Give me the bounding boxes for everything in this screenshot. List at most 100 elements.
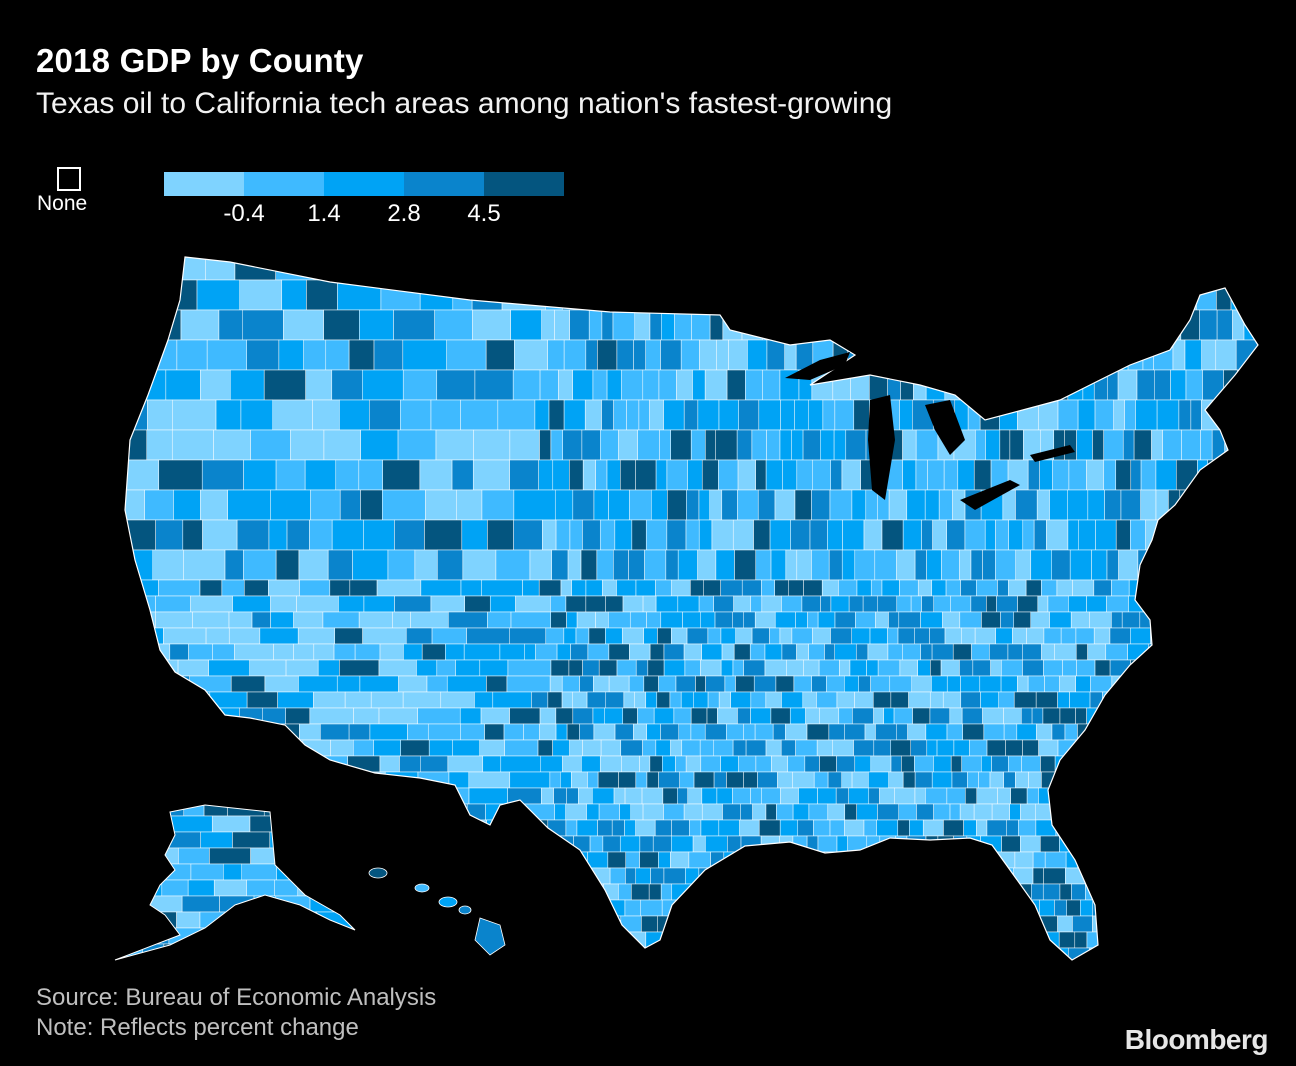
county-cell <box>1220 787 1234 805</box>
county-cell <box>1214 771 1227 789</box>
county-cell <box>806 851 825 869</box>
county-cell <box>895 931 908 949</box>
county-cell <box>601 309 614 341</box>
county-cell <box>770 549 787 581</box>
county-cell <box>1084 867 1101 885</box>
county-cell <box>630 257 649 281</box>
county-cell <box>877 595 898 613</box>
county-cell <box>633 339 646 371</box>
county-cell <box>1256 459 1258 491</box>
county-cell <box>662 755 676 773</box>
county-cell <box>960 899 973 917</box>
county-cell <box>765 257 777 281</box>
county-cell <box>1189 851 1205 869</box>
county-cell <box>639 835 654 853</box>
county-cell <box>1169 595 1180 613</box>
county-cell <box>356 912 386 928</box>
county-cell <box>430 595 465 613</box>
county-cell <box>125 723 139 741</box>
county-cell <box>779 835 794 853</box>
county-cell <box>1144 771 1165 789</box>
county-cell <box>405 627 433 645</box>
county-cell <box>973 803 993 821</box>
county-cell <box>420 755 449 773</box>
county-cell <box>522 579 540 597</box>
county-cell <box>1106 549 1119 581</box>
county-cell <box>860 915 882 933</box>
county-cell <box>539 429 552 461</box>
county-cell <box>997 579 1009 597</box>
alaska-outline <box>114 804 356 961</box>
county-cell <box>937 339 950 371</box>
county-cell <box>902 771 916 789</box>
county-cell <box>400 739 430 757</box>
county-cell <box>736 429 753 461</box>
county-cell <box>478 883 519 901</box>
county-cell <box>325 851 347 869</box>
county-cell <box>700 755 721 773</box>
county-cell <box>1118 723 1133 741</box>
county-cell <box>677 595 700 613</box>
county-cell <box>669 947 690 960</box>
county-cell <box>774 579 789 597</box>
county-cell <box>579 675 594 693</box>
county-cell <box>466 627 510 645</box>
county-cell <box>800 279 817 311</box>
county-cell <box>328 943 355 960</box>
county-cell <box>946 787 966 805</box>
county-cell <box>1260 280 1277 310</box>
county-cell <box>392 611 411 629</box>
county-cell <box>1123 867 1142 885</box>
county-cell <box>1077 835 1092 853</box>
county-cell <box>662 279 685 311</box>
county-cell <box>562 429 583 461</box>
county-cell <box>658 771 680 789</box>
county-cell <box>1123 915 1140 933</box>
county-cell <box>1013 691 1037 709</box>
county-cell <box>1060 627 1077 645</box>
county-cell <box>628 549 645 581</box>
county-cell <box>173 723 209 741</box>
county-cell <box>780 787 799 805</box>
county-cell <box>1230 803 1253 821</box>
county-cell <box>858 675 871 693</box>
county-cell <box>125 739 163 757</box>
county-cell <box>713 964 733 980</box>
county-cell <box>1201 964 1220 980</box>
county-cell <box>796 643 809 661</box>
county-cell <box>605 595 624 613</box>
county-cell <box>649 755 663 773</box>
county-cell <box>541 309 555 341</box>
county-cell <box>283 309 324 341</box>
county-cell <box>604 707 624 725</box>
county-cell <box>313 691 346 709</box>
county-cell <box>1213 489 1232 521</box>
county-cell <box>435 429 474 461</box>
county-cell <box>281 279 307 311</box>
county-cell <box>208 659 250 677</box>
county-cell <box>321 879 343 897</box>
county-cell <box>352 867 373 885</box>
county-cell <box>862 595 879 613</box>
county-cell <box>1128 819 1150 837</box>
county-cell <box>1049 611 1072 629</box>
county-cell <box>663 803 685 821</box>
county-cell <box>1187 691 1203 709</box>
county-cell <box>1059 883 1072 901</box>
county-cell <box>820 595 832 613</box>
county-cell <box>539 707 557 725</box>
county-cell <box>1077 851 1092 869</box>
county-cell <box>778 867 796 885</box>
county-cell <box>1122 429 1135 461</box>
county-cell <box>1027 675 1045 693</box>
county-cell <box>979 279 992 311</box>
county-cell <box>285 964 312 980</box>
county-cell <box>609 867 626 885</box>
county-cell <box>932 947 955 960</box>
county-cell <box>797 819 814 837</box>
county-cell <box>646 771 659 789</box>
county-cell <box>509 429 540 461</box>
county-cell <box>660 883 673 901</box>
county-cell <box>675 675 696 693</box>
county-cell <box>253 931 286 949</box>
